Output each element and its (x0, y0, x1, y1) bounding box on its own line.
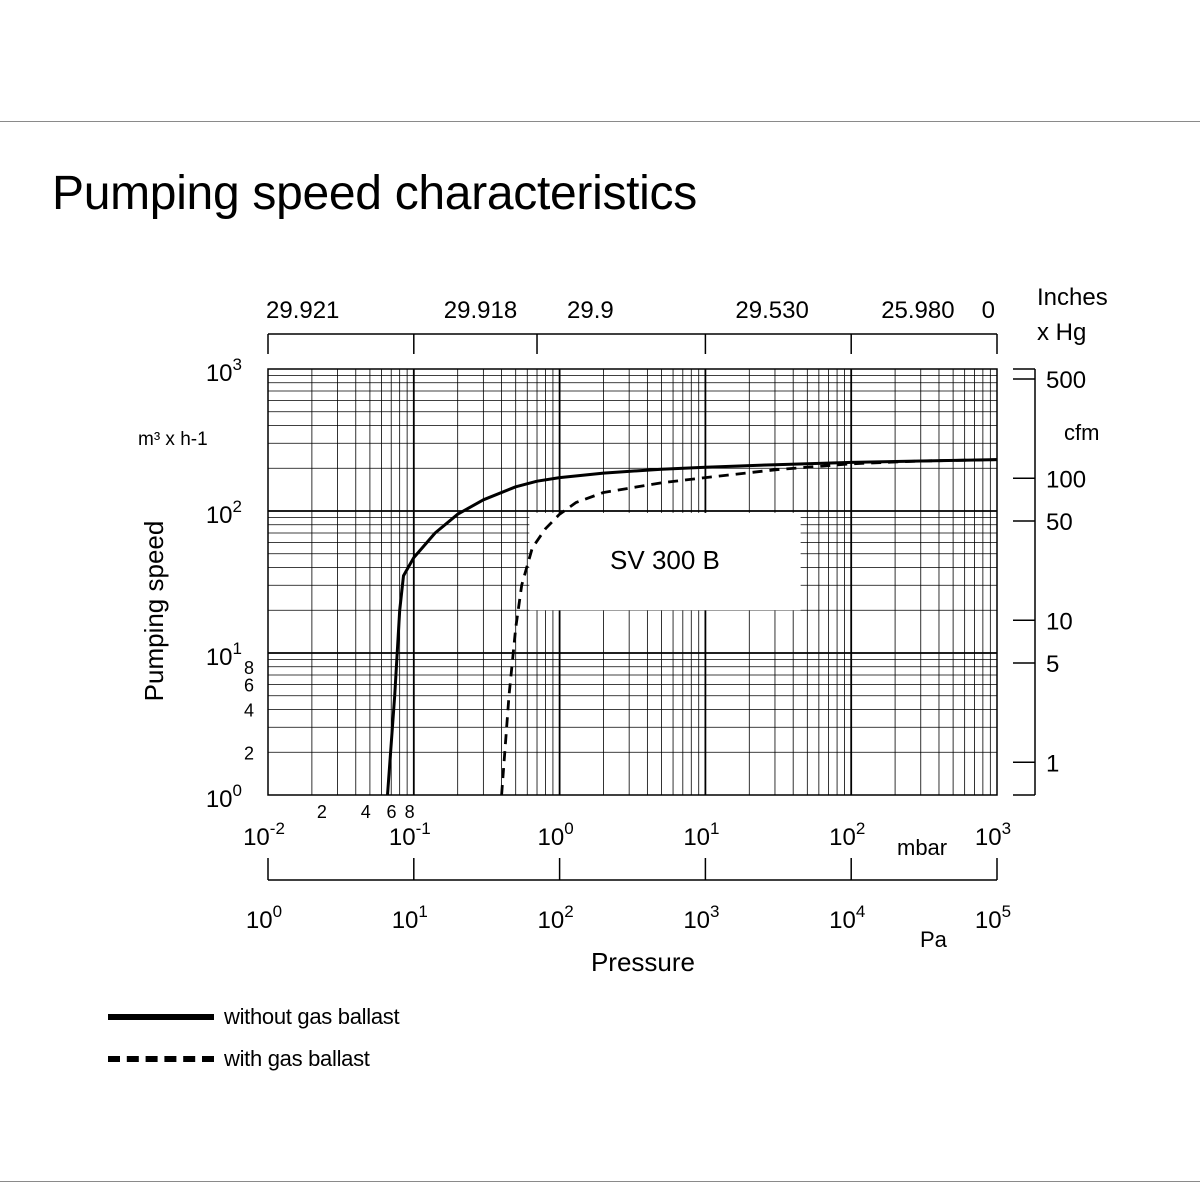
inhg-tick-label: 25.980 (881, 297, 954, 324)
top-axis-unit-line1: Inches (1037, 284, 1108, 311)
y-tick-label-m3h: 103 (206, 355, 242, 387)
series-line-without-gas-ballast (386, 458, 998, 796)
model-label-box (529, 512, 801, 611)
inhg-tick-label: 29.918 (444, 297, 517, 324)
x-minor-tick-label-mbar: 4 (361, 802, 371, 822)
cfm-tick-label: 100 (1046, 466, 1086, 493)
inhg-tick-label: 29.530 (735, 297, 808, 324)
cfm-tick-label: 5 (1046, 651, 1059, 678)
cfm-tick-label: 50 (1046, 509, 1073, 536)
x-tick-label-pa: 105 (975, 902, 1011, 934)
x-minor-tick-label-mbar: 2 (317, 802, 327, 822)
cfm-tick-label: 10 (1046, 608, 1073, 635)
series-layer (386, 458, 998, 796)
x-tick-label-pa: 101 (392, 902, 428, 934)
x-tick-label-mbar: 102 (829, 819, 865, 851)
y-tick-label-m3h: 102 (206, 497, 242, 529)
x-tick-label-mbar: 10-2 (243, 819, 285, 851)
legend-label: with gas ballast (224, 1046, 370, 1071)
plot-frame (267, 368, 998, 796)
model-label: SV 300 B (610, 545, 720, 575)
y-minor-tick-label-m3h: 2 (244, 743, 254, 763)
legend-swatch-solid (108, 1014, 214, 1020)
y-minor-tick-label-m3h: 8 (244, 658, 254, 678)
x-tick-label-pa: 103 (683, 902, 719, 934)
top-axis-unit-line2: x Hg (1037, 319, 1086, 346)
legend-label: without gas ballast (224, 1004, 400, 1029)
x-tick-label-mbar: 100 (538, 819, 574, 851)
x-tick-label-pa: 102 (538, 902, 574, 934)
x-tick-label-mbar: 103 (975, 819, 1011, 851)
x-axis-unit-pa: Pa (920, 927, 948, 952)
y-axis-title: Pumping speed (139, 521, 169, 702)
x-tick-label-pa: 100 (246, 902, 282, 934)
legend-item-with-gas-ballast: with gas ballast (108, 1044, 370, 1074)
series-line-with-gas-ballast (500, 458, 998, 796)
legend-item-without-gas-ballast: without gas ballast (108, 1002, 400, 1032)
x-tick-label-mbar: 101 (683, 819, 719, 851)
cfm-tick-label: 500 (1046, 367, 1086, 394)
x-tick-label-pa: 104 (829, 902, 865, 934)
inhg-tick-label: 29.921 (266, 297, 339, 324)
inhg-tick-label: 29.9 (567, 297, 614, 324)
y-minor-tick-label-m3h: 6 (244, 676, 254, 696)
x-axis-unit-mbar: mbar (897, 835, 947, 860)
legend-swatch-dashed (108, 1056, 214, 1062)
right-axis-unit: cfm (1064, 420, 1099, 445)
page-title: Pumping speed characteristics (52, 167, 697, 220)
y-minor-tick-label-m3h: 4 (244, 701, 254, 721)
x-tick-label-mbar: 10-1 (389, 819, 431, 851)
inhg-tick-label: 0 (982, 297, 995, 324)
bottom-divider (0, 1181, 1200, 1182)
x-axis-title: Pressure (591, 947, 695, 977)
y-tick-label-m3h: 101 (206, 639, 242, 671)
top-divider (0, 121, 1200, 122)
y-axis-unit: m³ x h-1 (138, 429, 208, 450)
x-minor-tick-label-mbar: 6 (386, 802, 396, 822)
x-minor-tick-label-mbar: 8 (405, 802, 415, 822)
y-tick-label-m3h: 100 (206, 781, 242, 813)
cfm-tick-label: 1 (1046, 750, 1059, 777)
